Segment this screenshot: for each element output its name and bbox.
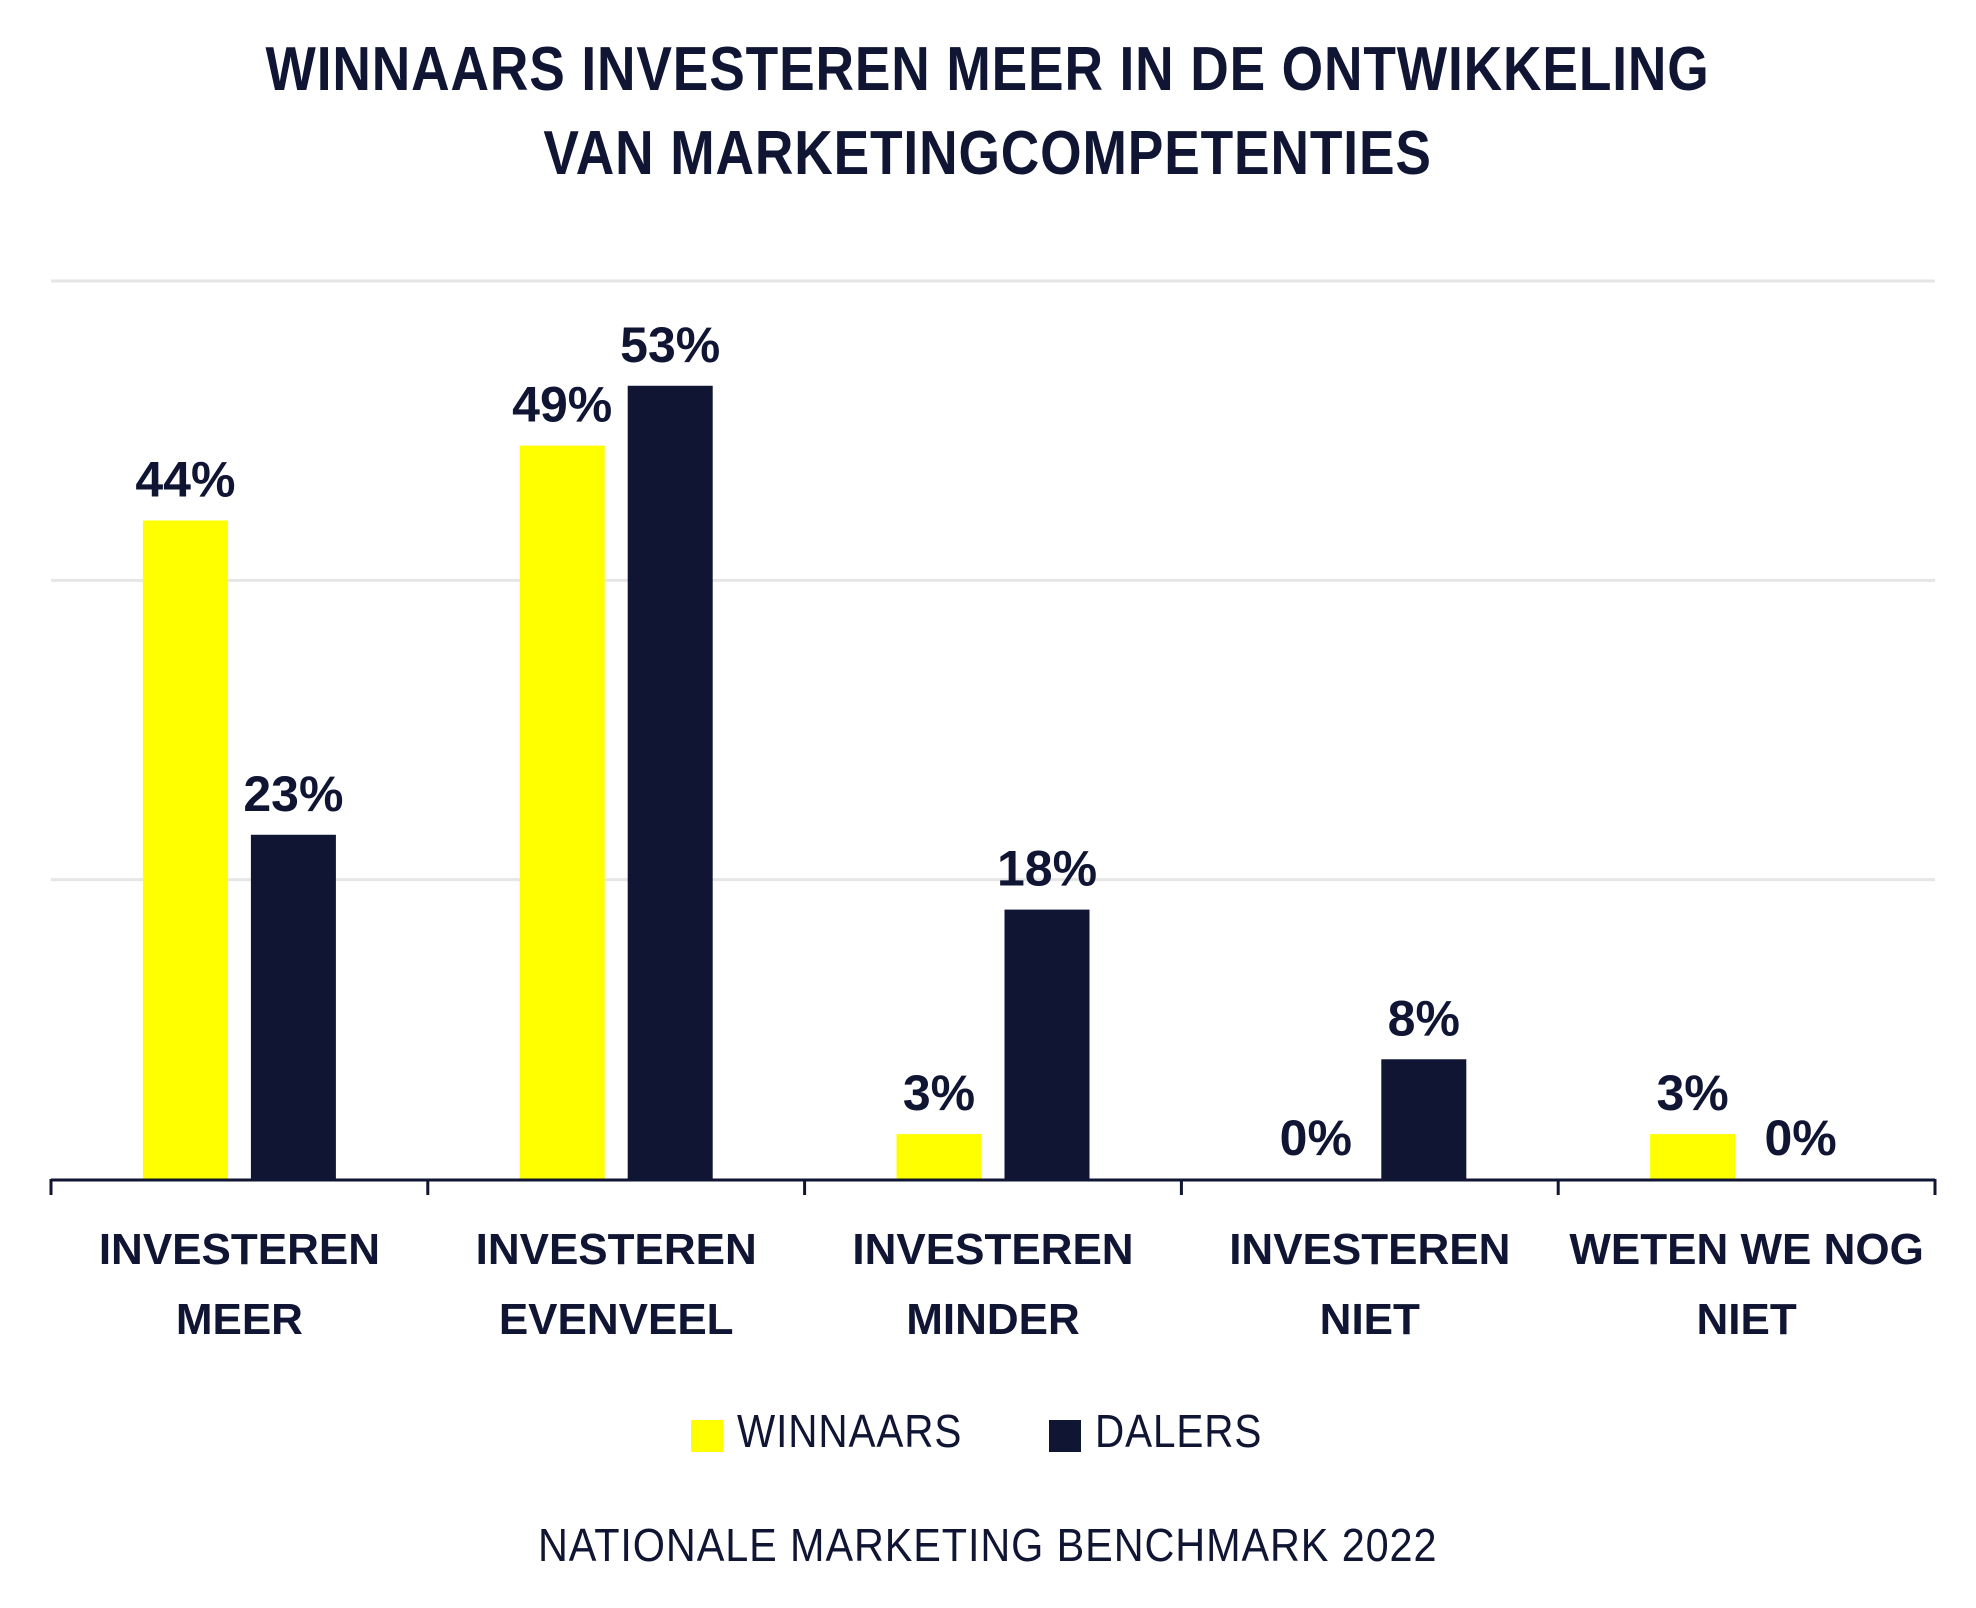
legend-item-winnaars: WINNAARS: [691, 1404, 993, 1458]
bar-dalers-0: [250, 834, 336, 1179]
legend-label-winnaars: WINNAARS: [737, 1405, 963, 1457]
legend: WINNAARS DALERS: [0, 1404, 1976, 1458]
category-label-1-line-0: INVESTEREN: [476, 1225, 757, 1274]
bars: [142, 385, 1736, 1180]
bar-dalers-3: [1381, 1059, 1467, 1179]
x-axis: [49, 1178, 1937, 1195]
legend-label-dalers: DALERS: [1094, 1405, 1263, 1457]
category-label-4-line-0: WETEN WE NOG: [1569, 1225, 1923, 1274]
value-label-winnaars-3: 0%: [1280, 1110, 1352, 1166]
category-label-3-line-0: INVESTEREN: [1229, 1225, 1510, 1274]
chart-title-text-1: WINNAARS INVESTEREN MEER IN DE ONTWIKKEL…: [265, 35, 1711, 104]
category-label-2-line-1: MINDER: [906, 1295, 1080, 1344]
bar-dalers-1: [627, 385, 713, 1179]
bar-chart: 44% 49% 3% 0% 3% 23% 53% 18% 8% 0% INVESTEREN MEER…: [49, 279, 1937, 1344]
value-label-winnaars-0: 44%: [135, 451, 235, 507]
bar-dalers-2: [1004, 909, 1090, 1179]
legend-swatch-winnaars: [691, 1420, 723, 1452]
value-label-winnaars-1: 49%: [512, 377, 612, 433]
value-label-dalers-0: 23%: [243, 766, 343, 822]
bar-winnaars-4: [1650, 1134, 1736, 1179]
value-label-dalers-3: 8%: [1388, 990, 1460, 1046]
category-label-2-line-0: INVESTEREN: [852, 1225, 1133, 1274]
chart-title-line-2: VAN MARKETINGCOMPETENTIES: [0, 118, 1976, 189]
value-label-dalers-4: 0%: [1764, 1110, 1836, 1166]
category-labels: INVESTEREN MEER INVESTEREN EVENVEEL INVESTER…: [99, 1225, 1924, 1344]
value-label-winnaars-4: 3%: [1656, 1065, 1728, 1121]
source-footer-text: NATIONALE MARKETING BENCHMARK 2022: [538, 1519, 1438, 1571]
source-footer: NATIONALE MARKETING BENCHMARK 2022: [0, 1518, 1976, 1572]
value-labels: 44% 49% 3% 0% 3% 23% 53% 18% 8% 0%: [135, 317, 1836, 1166]
category-label-4-line-1: NIET: [1696, 1295, 1796, 1344]
gridlines: [51, 279, 1935, 882]
chart-title-text-2: VAN MARKETINGCOMPETENTIES: [543, 119, 1433, 188]
chart-title-line-1: WINNAARS INVESTEREN MEER IN DE ONTWIKKEL…: [0, 34, 1976, 105]
legend-swatch-dalers: [1048, 1420, 1081, 1452]
value-label-dalers-1: 53%: [620, 317, 720, 373]
category-label-3-line-1: NIET: [1320, 1295, 1420, 1344]
value-label-winnaars-2: 3%: [903, 1065, 975, 1121]
bar-winnaars-1: [519, 445, 605, 1180]
category-label-1-line-1: EVENVEEL: [499, 1295, 734, 1344]
bar-winnaars-0: [142, 520, 228, 1179]
bar-winnaars-2: [896, 1134, 982, 1179]
legend-item-dalers: DALERS: [1048, 1404, 1285, 1458]
value-label-dalers-2: 18%: [997, 841, 1097, 897]
category-label-0-line-1: MEER: [176, 1295, 303, 1344]
category-label-0-line-0: INVESTEREN: [99, 1225, 380, 1274]
